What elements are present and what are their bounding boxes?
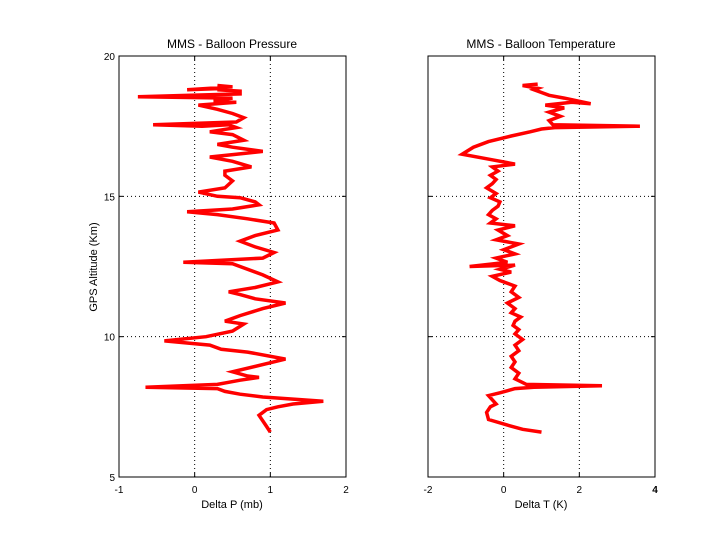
pressure-ytick-label: 20 (104, 52, 116, 63)
temperature-xtick-label: 0 (501, 485, 507, 496)
pressure-axes-box (118, 55, 347, 478)
pressure-ytick-label: 15 (104, 192, 116, 203)
pressure-ytick-label: 5 (109, 473, 115, 484)
temperature-xlabel: Delta T (K) (515, 499, 568, 511)
temperature-axes-box (427, 55, 656, 478)
pressure-series-line (137, 83, 324, 434)
pressure-panel: MMS - Balloon Pressure Delta P (mb) GPS … (88, 37, 349, 511)
temperature-xtick-label: -2 (424, 485, 433, 496)
pressure-ylabel: GPS Altitude (Km) (88, 222, 100, 311)
pressure-xtick-label: -1 (115, 485, 124, 496)
pressure-title: MMS - Balloon Pressure (167, 37, 297, 51)
temperature-series-line (457, 82, 640, 434)
pressure-xtick-label: 1 (268, 485, 274, 496)
pressure-xtick-label: 2 (343, 485, 349, 496)
temperature-title: MMS - Balloon Temperature (466, 37, 616, 51)
temperature-xtick-label: 2 (577, 485, 583, 496)
pressure-xtick-label: 0 (192, 485, 198, 496)
temperature-panel: MMS - Balloon Temperature Delta T (K) -2… (424, 37, 659, 511)
pressure-ytick-label: 10 (104, 333, 116, 344)
temperature-xtick-label: 4 (652, 485, 658, 496)
pressure-xlabel: Delta P (mb) (201, 499, 263, 511)
